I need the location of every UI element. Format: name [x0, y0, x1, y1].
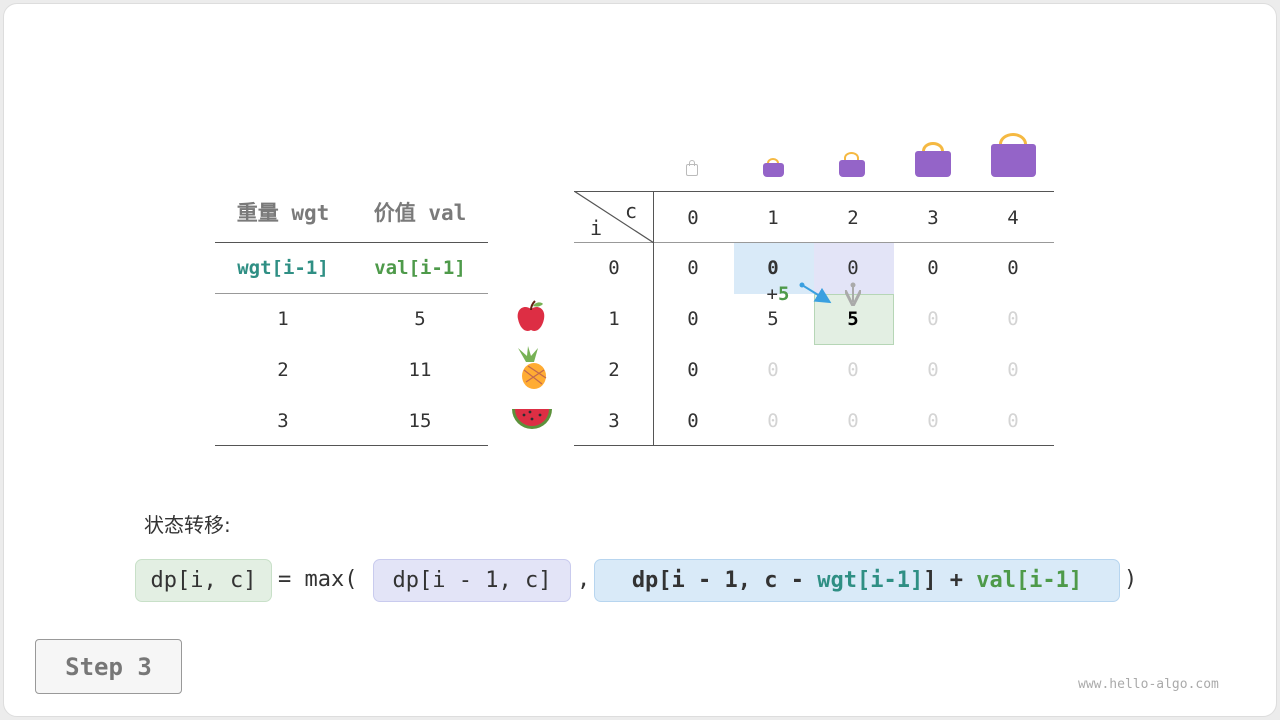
dp-cell: 0: [1007, 308, 1019, 330]
formula-max: = max(: [278, 567, 358, 592]
dp-cell: 0: [687, 257, 699, 279]
formula-option1: dp[i - 1, c]: [373, 559, 571, 602]
step-button[interactable]: Step 3: [35, 639, 182, 694]
dp-cell: 0: [927, 257, 939, 279]
dp-cell: 0: [767, 410, 779, 432]
dp-cell: 0: [927, 410, 939, 432]
dp-cell: 0: [1007, 257, 1019, 279]
col-header: 4: [1007, 207, 1019, 229]
dp-cell: 5: [847, 308, 859, 330]
plus-sign: +: [766, 283, 778, 305]
dp-cell: 0: [847, 359, 859, 381]
formula-comma: ,: [577, 567, 591, 592]
watermelon-icon: [512, 409, 552, 429]
subheader-val: val[i-1]: [374, 257, 466, 279]
item-value: 5: [414, 308, 426, 330]
transition-annotation: +5: [767, 283, 790, 305]
blue-arrow: [801, 284, 832, 304]
dp-cell: 0: [687, 410, 699, 432]
formula-lhs: dp[i, c]: [135, 559, 272, 602]
dp-cell: 0: [767, 257, 779, 279]
added-value: 5: [778, 283, 790, 305]
item-value: 11: [408, 359, 432, 381]
dp-cell: 0: [1007, 359, 1019, 381]
option2-prefix: dp[i - 1, c -: [631, 568, 818, 593]
corner-col-label: c: [624, 199, 638, 223]
option2-mid: ] +: [923, 568, 977, 593]
corner-row-label: i: [589, 216, 603, 240]
subheader-wgt: wgt[i-1]: [237, 257, 329, 279]
pineapple-icon: [518, 346, 547, 389]
dp-cell: 0: [687, 359, 699, 381]
dp-cell: 0: [1007, 410, 1019, 432]
header-value: 价值 val: [373, 201, 467, 225]
transition-label: 状态转移:: [144, 513, 231, 537]
row-label: 2: [608, 359, 620, 381]
col-header: 3: [927, 207, 939, 229]
item-weight: 2: [277, 359, 289, 381]
row-label: 1: [608, 308, 620, 330]
item-value: 15: [408, 410, 432, 432]
dp-cell: 0: [847, 410, 859, 432]
option2-wgt: wgt[i-1]: [817, 568, 924, 593]
corner-diagonal: [574, 191, 654, 243]
dp-cell: 0: [687, 308, 699, 330]
dp-cell: 5: [767, 308, 779, 330]
dp-cell: 0: [767, 359, 779, 381]
item-weight: 3: [277, 410, 289, 432]
header-weight: 重量 wgt: [236, 201, 330, 225]
canvas: [3, 3, 1277, 717]
col-header: 2: [847, 207, 859, 229]
formula-option2: dp[i - 1, c - wgt[i-1]] + val[i-1]: [594, 559, 1120, 602]
row-label: 3: [608, 410, 620, 432]
transition-arrows: [799, 282, 865, 310]
dp-cell: 0: [847, 257, 859, 279]
watermark: www.hello-algo.com: [1078, 677, 1219, 692]
dp-cell: 0: [927, 308, 939, 330]
formula-close: ): [1124, 567, 1138, 592]
item-weight: 1: [277, 308, 289, 330]
col-header: 1: [767, 207, 779, 229]
row-label: 0: [608, 257, 620, 279]
apple-icon: [517, 300, 545, 331]
option2-val: val[i-1]: [976, 568, 1083, 593]
dp-cell: 0: [927, 359, 939, 381]
col-header: 0: [687, 207, 699, 229]
